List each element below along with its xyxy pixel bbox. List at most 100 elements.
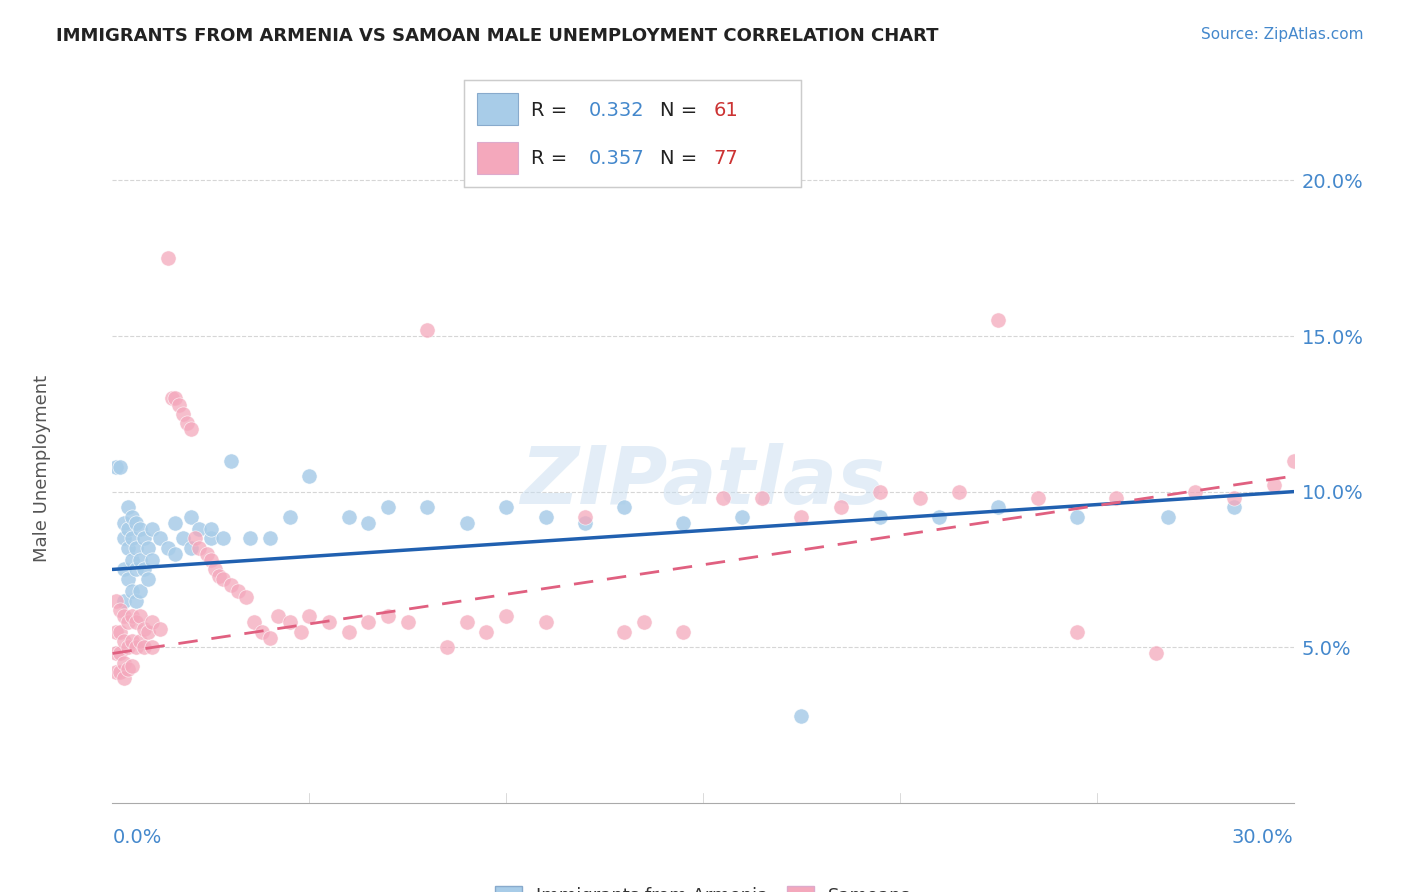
Point: [112, 531, 135, 545]
Point: [156, 541, 179, 555]
Legend: Immigrants from Armenia, Samoans: Immigrants from Armenia, Samoans: [486, 877, 920, 892]
Point: [259, 631, 281, 645]
Point: [613, 500, 636, 515]
Point: [117, 541, 139, 555]
Point: [377, 500, 399, 515]
Point: [1184, 484, 1206, 499]
Point: [112, 671, 135, 685]
Point: [243, 615, 266, 630]
Text: R =: R =: [531, 101, 574, 120]
Point: [172, 407, 194, 421]
Point: [165, 547, 187, 561]
Point: [1144, 647, 1167, 661]
Text: 0.0%: 0.0%: [112, 828, 162, 847]
Point: [948, 484, 970, 499]
Point: [110, 624, 132, 639]
Point: [495, 500, 517, 515]
Point: [1282, 453, 1305, 467]
Text: 0.332: 0.332: [589, 101, 644, 120]
Point: [176, 416, 198, 430]
Point: [132, 562, 155, 576]
Point: [830, 500, 852, 515]
Point: [195, 547, 218, 561]
Point: [112, 656, 135, 670]
Point: [204, 562, 226, 576]
Point: [141, 522, 163, 536]
Point: [290, 624, 312, 639]
Point: [136, 572, 159, 586]
Point: [129, 584, 152, 599]
Point: [110, 603, 132, 617]
FancyBboxPatch shape: [478, 93, 517, 125]
Point: [456, 516, 478, 530]
Point: [1066, 509, 1088, 524]
FancyBboxPatch shape: [478, 143, 517, 175]
Point: [790, 509, 813, 524]
Point: [132, 640, 155, 655]
Point: [105, 665, 128, 679]
Point: [416, 323, 439, 337]
Point: [219, 453, 242, 467]
Point: [180, 509, 202, 524]
Point: [298, 469, 321, 483]
Point: [751, 491, 773, 505]
Point: [219, 578, 242, 592]
Point: [121, 531, 143, 545]
Point: [129, 634, 152, 648]
Point: [125, 562, 148, 576]
Point: [1263, 478, 1285, 492]
Point: [136, 541, 159, 555]
Point: [105, 647, 128, 661]
Point: [165, 392, 187, 406]
Point: [613, 624, 636, 639]
Text: 61: 61: [714, 101, 738, 120]
Point: [121, 509, 143, 524]
Point: [121, 634, 143, 648]
Point: [129, 522, 152, 536]
Text: 77: 77: [714, 149, 738, 168]
Point: [125, 593, 148, 607]
Point: [1066, 624, 1088, 639]
Point: [211, 531, 233, 545]
Point: [117, 500, 139, 515]
Point: [188, 541, 211, 555]
Point: [633, 615, 655, 630]
Point: [908, 491, 931, 505]
Point: [121, 659, 143, 673]
Point: [259, 531, 281, 545]
Point: [112, 562, 135, 576]
Point: [125, 541, 148, 555]
Point: [125, 516, 148, 530]
Text: N =: N =: [659, 101, 703, 120]
Point: [534, 509, 557, 524]
Point: [278, 509, 301, 524]
Point: [869, 509, 891, 524]
Text: R =: R =: [531, 149, 574, 168]
Point: [112, 609, 135, 624]
Point: [117, 640, 139, 655]
Point: [1223, 491, 1246, 505]
Point: [731, 509, 754, 524]
Point: [235, 591, 257, 605]
Point: [105, 624, 128, 639]
Point: [357, 615, 380, 630]
Text: N =: N =: [659, 149, 703, 168]
Point: [117, 522, 139, 536]
Point: [184, 531, 207, 545]
Point: [112, 593, 135, 607]
Point: [169, 397, 191, 411]
Point: [110, 665, 132, 679]
Point: [475, 624, 498, 639]
Point: [125, 615, 148, 630]
Point: [180, 422, 202, 436]
Point: [141, 615, 163, 630]
Point: [121, 553, 143, 567]
Point: [121, 609, 143, 624]
Point: [117, 572, 139, 586]
Point: [1026, 491, 1049, 505]
Point: [239, 531, 262, 545]
Point: [110, 647, 132, 661]
Point: [456, 615, 478, 630]
Point: [267, 609, 290, 624]
Point: [1105, 491, 1128, 505]
